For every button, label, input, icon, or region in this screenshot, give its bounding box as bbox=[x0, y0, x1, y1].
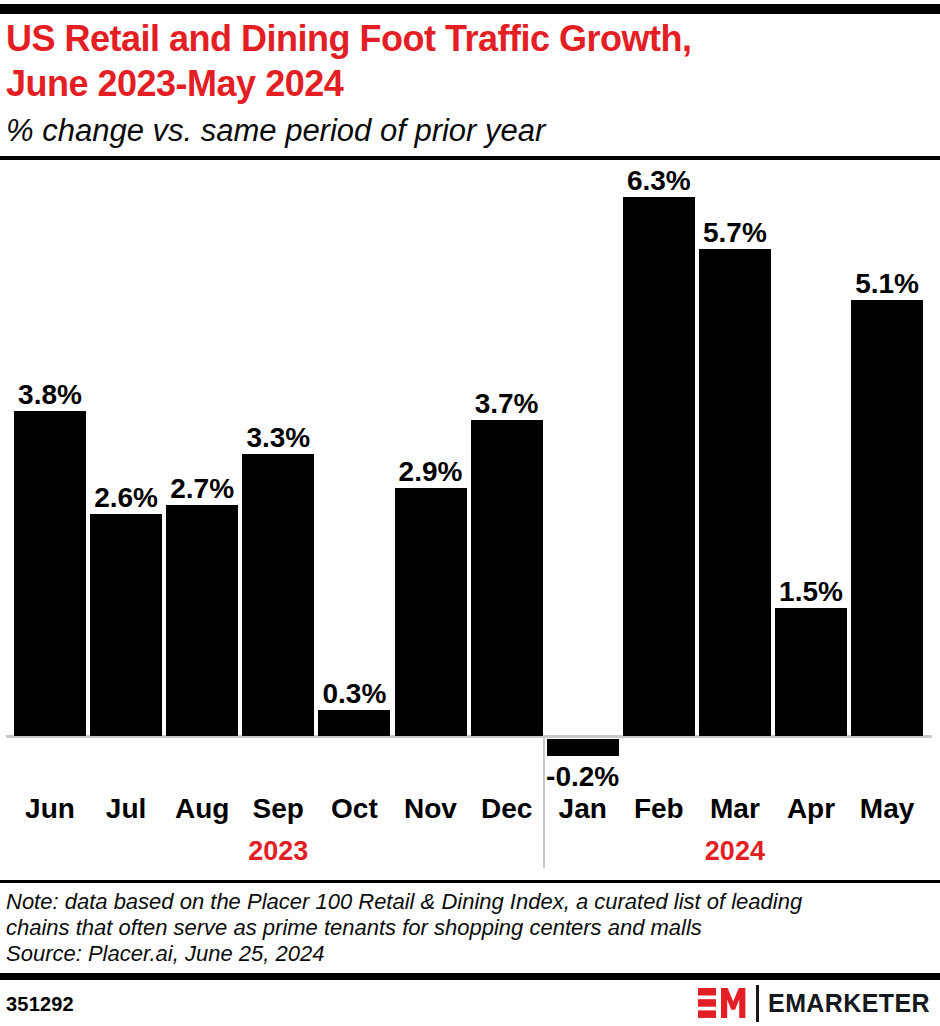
year-label-2023: 2023 bbox=[218, 836, 338, 866]
year-label-2024: 2024 bbox=[675, 836, 795, 866]
bar-Dec bbox=[471, 420, 543, 736]
bar-Mar bbox=[699, 249, 771, 736]
value-label-Dec: 3.7% bbox=[447, 389, 567, 419]
footer: 351292 EMARKETER bbox=[6, 984, 930, 1024]
header-divider-rule bbox=[0, 156, 940, 160]
bar-Jun bbox=[14, 411, 86, 736]
title-line-2: June 2023-May 2024 bbox=[6, 63, 343, 104]
bar-Jan bbox=[547, 739, 619, 756]
bar-Feb bbox=[623, 197, 695, 736]
chart-id: 351292 bbox=[6, 993, 74, 1016]
bar-Nov bbox=[395, 488, 467, 736]
value-label-Jan: -0.2% bbox=[523, 762, 643, 792]
bar-Jul bbox=[90, 514, 162, 736]
value-label-Mar: 5.7% bbox=[675, 218, 795, 248]
bar-Oct bbox=[318, 710, 390, 736]
bar-Aug bbox=[166, 505, 238, 736]
note-line-1: Note: data based on the Placer 100 Retai… bbox=[6, 889, 934, 915]
bar-chart: 3.8%Jun2.6%Jul2.7%Aug3.3%Sep0.3%Oct2.9%N… bbox=[0, 170, 940, 870]
emarketer-logo: EMARKETER bbox=[698, 984, 930, 1022]
footer-divider-rule bbox=[0, 973, 940, 980]
chart-header: US Retail and Dining Foot Traffic Growth… bbox=[6, 16, 934, 149]
note-block: Note: data based on the Placer 100 Retai… bbox=[6, 889, 934, 967]
chart-subtitle: % change vs. same period of prior year bbox=[6, 113, 934, 149]
value-label-Sep: 3.3% bbox=[218, 423, 338, 453]
title-line-1: US Retail and Dining Foot Traffic Growth… bbox=[6, 18, 692, 59]
value-label-Jun: 3.8% bbox=[0, 380, 110, 410]
note-divider-rule bbox=[0, 880, 940, 883]
source-line: Source: Placer.ai, June 25, 2024 bbox=[6, 941, 934, 967]
top-accent-bar bbox=[0, 4, 940, 14]
value-label-May: 5.1% bbox=[827, 269, 940, 299]
bar-Apr bbox=[775, 608, 847, 736]
x-tick-May: May bbox=[827, 794, 940, 824]
value-label-Feb: 6.3% bbox=[599, 166, 719, 196]
bar-May bbox=[851, 300, 923, 736]
brand-name: EMARKETER bbox=[768, 984, 930, 1022]
infographic-root: US Retail and Dining Foot Traffic Growth… bbox=[0, 0, 940, 1026]
note-line-2: chains that often serve as prime tenants… bbox=[6, 915, 934, 941]
chart-title: US Retail and Dining Foot Traffic Growth… bbox=[6, 16, 934, 106]
logo-separator bbox=[756, 985, 759, 1022]
em-logo-icon bbox=[698, 986, 746, 1020]
